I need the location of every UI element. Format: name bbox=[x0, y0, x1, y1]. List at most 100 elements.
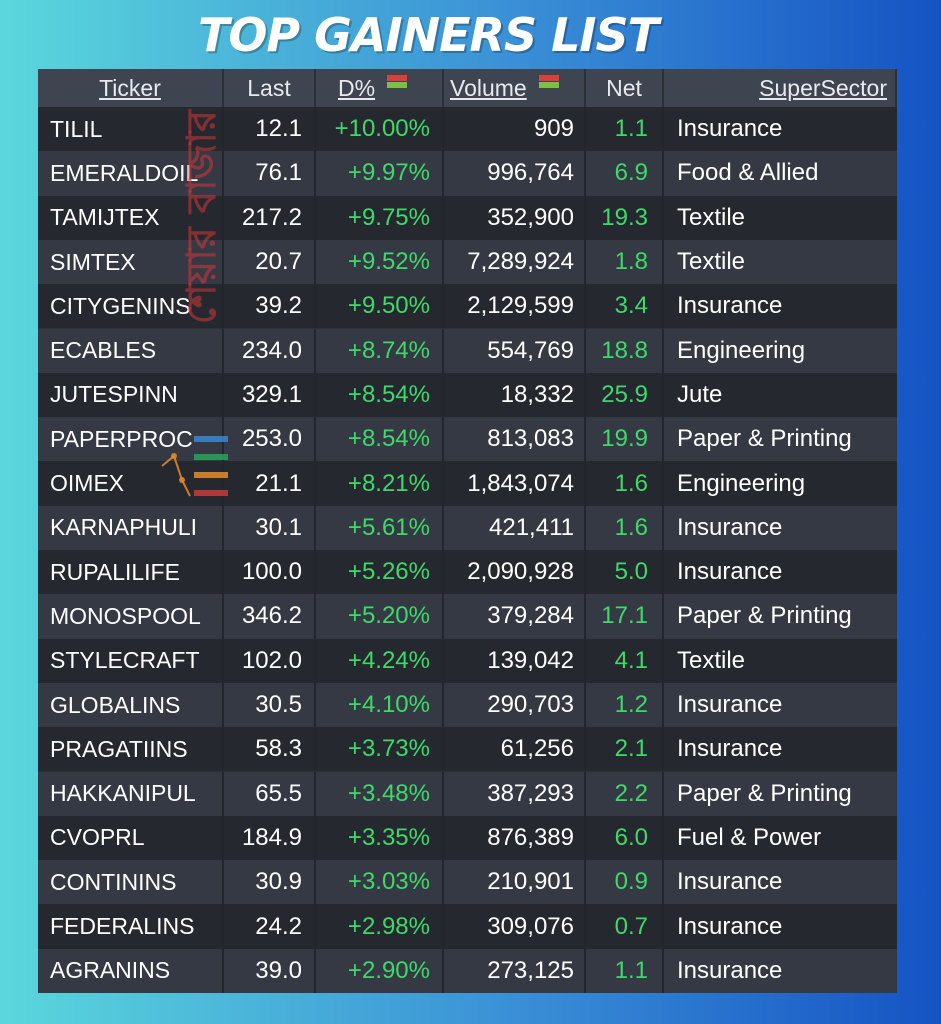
cell-net: 17.1 bbox=[586, 594, 664, 639]
col-header-ticker[interactable]: Ticker bbox=[38, 69, 224, 107]
cell-volume: 309,076 bbox=[444, 904, 586, 949]
table-row[interactable]: CVOPRL 184.9 +3.35% 876,389 6.0 Fuel & Power bbox=[38, 815, 897, 861]
cell-last: 102.0 bbox=[224, 638, 316, 683]
table-row[interactable]: AGRANINS 39.0 +2.90% 273,125 1.1 Insurance bbox=[38, 948, 897, 993]
cell-sector: Insurance bbox=[677, 735, 783, 763]
table-header: Ticker Last D% Volume Net SuperSector bbox=[38, 69, 897, 107]
col-header-volume[interactable]: Volume bbox=[444, 69, 586, 107]
cell-net: 1.2 bbox=[586, 682, 664, 728]
cell-change-pct: +4.10% bbox=[316, 682, 444, 728]
cell-ticker: KARNAPHULI bbox=[38, 505, 224, 550]
table-row[interactable]: KARNAPHULI 30.1 +5.61% 421,411 1.6 Insurance bbox=[38, 505, 897, 550]
cell-net: 6.9 bbox=[586, 151, 664, 196]
cell-change-pct: +8.74% bbox=[316, 328, 444, 373]
cell-volume: 554,769 bbox=[444, 328, 586, 373]
table-row[interactable]: HAKKANIPUL 65.5 +3.48% 387,293 2.2 Paper & Pr… bbox=[38, 771, 897, 816]
cell-ticker: FEDERALINS bbox=[38, 904, 224, 949]
cell-change-pct: +5.26% bbox=[316, 550, 444, 595]
cell-sector: Textile bbox=[677, 248, 746, 276]
cell-last: 12.1 bbox=[224, 107, 316, 152]
cell-ticker: CVOPRL bbox=[38, 815, 224, 861]
cell-last: 234.0 bbox=[224, 328, 316, 373]
cell-sector: Engineering bbox=[677, 469, 806, 497]
cell-change-pct: +10.00% bbox=[316, 107, 444, 152]
cell-net: 19.9 bbox=[586, 417, 664, 462]
cell-sector: Insurance bbox=[677, 691, 783, 719]
col-header-ticker-label: Ticker bbox=[99, 74, 161, 101]
cell-last: 30.9 bbox=[224, 860, 316, 905]
cell-ticker: TAMIJTEX bbox=[38, 195, 224, 240]
cell-ticker: CITYGENINS bbox=[38, 284, 224, 329]
cell-volume: 61,256 bbox=[444, 727, 586, 772]
cell-ticker: JUTESPINN bbox=[38, 372, 224, 418]
cell-last: 65.5 bbox=[224, 771, 316, 816]
cell-last: 329.1 bbox=[224, 372, 316, 418]
col-header-sector-label: SuperSector bbox=[759, 74, 887, 101]
cell-sector: Fuel & Power bbox=[677, 823, 822, 851]
cell-volume: 290,703 bbox=[444, 682, 586, 728]
cell-ticker: EMERALDOIL bbox=[38, 151, 224, 196]
cell-change-pct: +2.90% bbox=[316, 948, 444, 993]
table-row[interactable]: CITYGENINS 39.2 +9.50% 2,129,599 3.4 Insuranc… bbox=[38, 284, 897, 329]
cell-volume: 2,090,928 bbox=[444, 550, 586, 595]
col-header-dp[interactable]: D% bbox=[316, 69, 444, 107]
cell-change-pct: +4.24% bbox=[316, 638, 444, 683]
col-header-dp-label: D% bbox=[338, 74, 376, 101]
table-row[interactable]: FEDERALINS 24.2 +2.98% 309,076 0.7 Insurance bbox=[38, 904, 897, 949]
table-row[interactable]: TILIL 12.1 +10.00% 909 1.1 Insurance bbox=[38, 107, 897, 152]
cell-ticker: ECABLES bbox=[38, 328, 224, 373]
col-header-net-label: Net bbox=[606, 74, 642, 101]
cell-volume: 909 bbox=[444, 107, 586, 152]
table-row[interactable]: OIMEX 21.1 +8.21% 1,843,074 1.6 Engineering bbox=[38, 461, 897, 506]
cell-sector: Engineering bbox=[677, 336, 806, 364]
cell-change-pct: +5.61% bbox=[316, 505, 444, 550]
cell-volume: 2,129,599 bbox=[444, 284, 586, 329]
cell-change-pct: +9.52% bbox=[316, 239, 444, 285]
sort-icon[interactable] bbox=[385, 75, 409, 89]
page-title: TOP GAINERS LIST bbox=[197, 8, 659, 62]
cell-ticker: SIMTEX bbox=[38, 239, 224, 285]
cell-last: 24.2 bbox=[224, 904, 316, 949]
cell-net: 25.9 bbox=[586, 372, 664, 418]
cell-change-pct: +8.21% bbox=[316, 461, 444, 506]
cell-net: 19.3 bbox=[586, 195, 664, 240]
cell-ticker: PAPERPROC bbox=[38, 417, 224, 462]
cell-volume: 1,843,074 bbox=[444, 461, 586, 506]
cell-change-pct: +9.75% bbox=[316, 195, 444, 240]
cell-change-pct: +2.98% bbox=[316, 904, 444, 949]
cell-change-pct: +9.97% bbox=[316, 151, 444, 196]
cell-volume: 813,083 bbox=[444, 417, 586, 462]
cell-last: 100.0 bbox=[224, 550, 316, 595]
table-row[interactable]: SIMTEX 20.7 +9.52% 7,289,924 1.8 Textile bbox=[38, 239, 897, 285]
cell-ticker: HAKKANIPUL bbox=[38, 771, 224, 816]
table-row[interactable]: STYLECRAFT 102.0 +4.24% 139,042 4.1 Textile bbox=[38, 638, 897, 683]
cell-sector: Insurance bbox=[677, 558, 783, 586]
cell-sector: Insurance bbox=[677, 912, 783, 940]
cell-last: 30.5 bbox=[224, 682, 316, 728]
table-row[interactable]: PAPERPROC 253.0 +8.54% 813,083 19.9 Paper & P… bbox=[38, 417, 897, 462]
cell-volume: 876,389 bbox=[444, 815, 586, 861]
table-row[interactable]: ECABLES 234.0 +8.74% 554,769 18.8 Engineering bbox=[38, 328, 897, 373]
cell-sector: Textile bbox=[677, 646, 746, 674]
col-header-sector[interactable]: SuperSector bbox=[664, 69, 897, 107]
table-row[interactable]: PRAGATIINS 58.3 +3.73% 61,256 2.1 Insurance bbox=[38, 727, 897, 772]
cell-volume: 421,411 bbox=[444, 505, 586, 550]
cell-net: 0.9 bbox=[586, 860, 664, 905]
table-row[interactable]: JUTESPINN 329.1 +8.54% 18,332 25.9 Jute bbox=[38, 372, 897, 418]
cell-volume: 139,042 bbox=[444, 638, 586, 683]
table-row[interactable]: CONTININS 30.9 +3.03% 210,901 0.9 Insurance bbox=[38, 860, 897, 905]
sort-icon[interactable] bbox=[537, 75, 561, 89]
table-row[interactable]: MONOSPOOL 346.2 +5.20% 379,284 17.1 Paper & P… bbox=[38, 594, 897, 639]
cell-volume: 273,125 bbox=[444, 948, 586, 993]
table-row[interactable]: TAMIJTEX 217.2 +9.75% 352,900 19.3 Textile bbox=[38, 195, 897, 240]
table-row[interactable]: RUPALILIFE 100.0 +5.26% 2,090,928 5.0 Insuran… bbox=[38, 550, 897, 595]
table-row[interactable]: EMERALDOIL 76.1 +9.97% 996,764 6.9 Food & All… bbox=[38, 151, 897, 196]
table-row[interactable]: GLOBALINS 30.5 +4.10% 290,703 1.2 Insurance bbox=[38, 682, 897, 728]
cell-last: 76.1 bbox=[224, 151, 316, 196]
cell-sector: Insurance bbox=[677, 956, 783, 984]
col-header-last-label: Last bbox=[247, 74, 291, 101]
cell-last: 30.1 bbox=[224, 505, 316, 550]
cell-change-pct: +3.03% bbox=[316, 860, 444, 905]
cell-net: 2.1 bbox=[586, 727, 664, 772]
cell-net: 3.4 bbox=[586, 284, 664, 329]
